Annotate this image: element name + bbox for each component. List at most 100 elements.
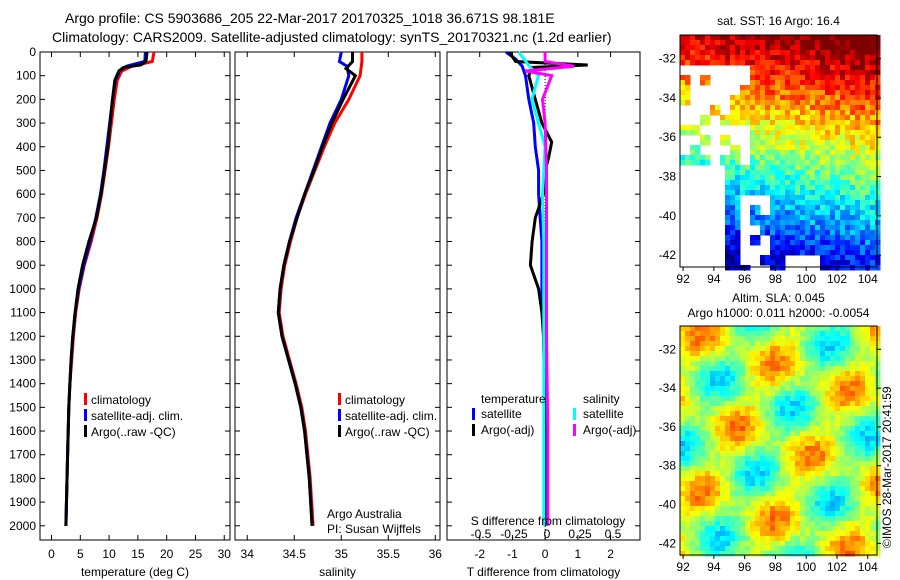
map-cell [785,346,791,352]
map-cell [830,546,836,552]
map-cell [855,170,861,176]
map-cell [735,180,741,186]
map-cell [710,506,716,512]
map-cell [830,361,836,367]
map-cell [810,55,816,61]
map-cell [820,230,826,236]
map-cell [785,105,791,111]
map-cell [790,516,796,522]
map-cell [810,551,816,557]
map-cell [765,516,771,522]
map-cell [835,531,841,537]
map-cell [805,120,811,126]
x-tick-label: 104 [858,560,878,574]
map-cell [705,45,711,51]
map-cell [875,165,881,171]
map-cell [860,401,866,407]
map-cell [705,155,711,161]
map-cell [875,60,881,66]
map-cell [865,421,871,427]
map-cell [845,376,851,382]
map-cell [745,180,751,186]
map-cell [845,541,851,547]
map-cell [830,55,836,61]
map-cell [825,371,831,377]
map-cell [865,371,871,377]
map-cell [865,195,871,201]
map-cell [695,386,701,392]
map-cell [840,35,846,41]
map-cell [845,205,851,211]
map-cell [685,90,691,96]
map-cell [815,70,821,76]
map-cell [790,110,796,116]
map-cell [735,265,741,271]
map-cell [865,326,871,332]
map-cell [850,336,856,342]
map-cell [810,95,816,101]
map-cell [855,506,861,512]
map-cell [685,541,691,547]
map-cell [765,531,771,537]
map-cell [760,155,766,161]
map-cell [860,396,866,402]
map-cell [840,476,846,482]
map-cell [840,371,846,377]
map-cell [870,361,876,367]
map-cell [755,175,761,181]
map-cell [820,326,826,332]
map-cell [835,170,841,176]
legend-swatch [84,409,87,421]
map-cell [820,150,826,156]
map-cell [690,351,696,357]
legend-swatch [472,408,475,420]
map-cell [855,381,861,387]
map-cell [805,481,811,487]
map-cell [680,541,686,547]
map-cell [770,90,776,96]
map-cell [695,531,701,537]
map-cell [840,85,846,91]
map-cell [840,401,846,407]
map-cell [735,516,741,522]
map-cell [875,491,881,497]
map-cell [710,336,716,342]
map-cell [790,411,796,417]
map-cell [825,245,831,251]
map-cell [845,476,851,482]
map-cell [780,250,786,256]
map-cell [735,441,741,447]
map-cell [875,371,881,377]
map-cell [705,501,711,507]
map-cell [760,170,766,176]
map-cell [735,336,741,342]
map-cell [785,466,791,472]
map-cell [800,180,806,186]
map-cell [800,356,806,362]
map-cell [820,185,826,191]
map-cell [780,120,786,126]
map-cell [715,496,721,502]
map-cell [815,240,821,246]
map-cell [760,471,766,477]
map-cell [780,351,786,357]
map-cell [825,200,831,206]
map-cell [820,205,826,211]
legend-label: satellite [583,407,624,421]
map-cell [860,265,866,271]
map-cell [715,361,721,367]
map-cell [865,140,871,146]
map-cell [855,235,861,241]
map-cell [840,215,846,221]
map-cell [785,140,791,146]
map-cell [765,366,771,372]
map-cell [690,371,696,377]
map-cell [715,371,721,377]
map-cell [780,336,786,342]
map-cell [840,150,846,156]
map-cell [810,215,816,221]
map-cell [835,521,841,527]
map-cell [805,235,811,241]
map-cell [820,381,826,387]
map-cell [690,366,696,372]
